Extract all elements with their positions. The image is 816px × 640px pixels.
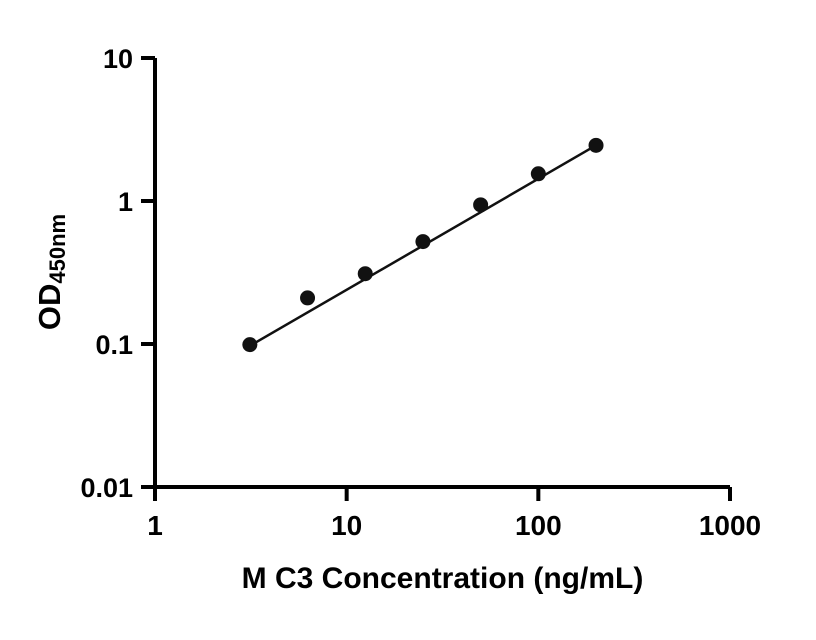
y-tick-label: 1 <box>118 187 133 217</box>
data-point <box>357 266 373 282</box>
data-point <box>473 197 489 213</box>
x-tick-label: 1 <box>147 510 163 541</box>
y-tick-label: 10 <box>103 44 133 74</box>
x-tick-label: 1000 <box>699 510 761 541</box>
x-tick-label: 10 <box>331 510 362 541</box>
x-tick-label: 100 <box>515 510 562 541</box>
y-axis-title-main: OD <box>32 283 67 331</box>
data-point <box>530 166 546 182</box>
data-point <box>242 337 258 353</box>
y-tick-label: 0.1 <box>95 330 133 360</box>
y-axis-title: OD450nm <box>32 213 70 331</box>
y-axis-title-subscript: 450nm <box>45 213 70 284</box>
x-axis-title: M C3 Concentration (ng/mL) <box>241 562 644 595</box>
data-point <box>300 290 316 306</box>
y-tick-label: 0.01 <box>80 473 133 503</box>
data-point <box>588 137 604 153</box>
data-point <box>415 234 431 250</box>
